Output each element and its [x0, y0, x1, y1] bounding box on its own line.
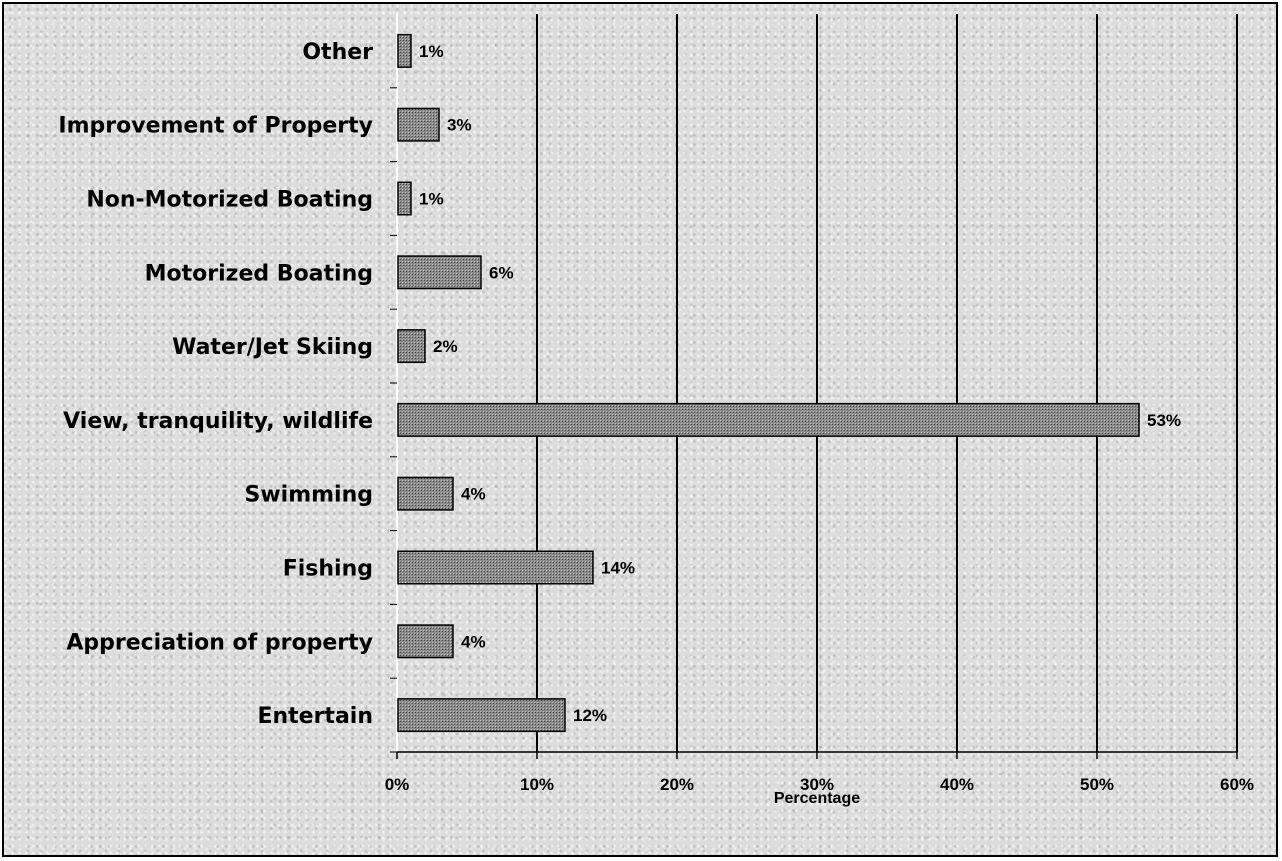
category-label-water-jet-skiing: Water/Jet Skiing [172, 335, 373, 360]
bar-fishing [397, 550, 594, 585]
data-label-entertain: 12% [573, 706, 607, 725]
x-tick-label-10: 10% [520, 775, 554, 794]
data-label-swimming: 4% [461, 485, 486, 504]
category-label-appreciation-of-property: Appreciation of property [66, 630, 373, 655]
x-tick-label-40: 40% [940, 775, 974, 794]
bar-non-motorized-boating [397, 181, 412, 216]
x-axis-title: Percentage [774, 790, 860, 807]
bar-water-jet-skiing [397, 329, 426, 364]
category-label-view-tranquility-wildlife: View, tranquility, wildlife [63, 409, 373, 434]
bar-swimming [397, 476, 454, 511]
bar-entertain [397, 698, 566, 733]
category-label-motorized-boating: Motorized Boating [145, 261, 373, 286]
gridlines [536, 14, 1238, 752]
bar-chart: 0% 10% 20% 30% 40% 50% 60% Entertain 12% Apprecia… [58, 14, 1254, 807]
category-label-improvement-of-property: Improvement of Property [58, 114, 373, 139]
x-tick-label-30: 30% [800, 775, 834, 794]
x-tick-label-0: 0% [385, 775, 410, 794]
data-label-non-motorized-boating: 1% [419, 190, 444, 209]
x-tick-label-60: 60% [1220, 775, 1254, 794]
bar-improvement-of-property [397, 107, 440, 142]
category-label-fishing: Fishing [283, 557, 373, 582]
data-label-water-jet-skiing: 2% [433, 337, 458, 356]
bars [397, 33, 1140, 733]
data-label-improvement-of-property: 3% [447, 116, 472, 135]
bar-motorized-boating [397, 255, 482, 290]
data-label-appreciation-of-property: 4% [461, 632, 486, 651]
bar-view-tranquility-wildlife [397, 402, 1140, 437]
x-tick-label-50: 50% [1080, 775, 1114, 794]
category-label-entertain: Entertain [257, 704, 373, 729]
x-tick-label-20: 20% [660, 775, 694, 794]
data-label-view-tranquility-wildlife: 53% [1147, 411, 1181, 430]
category-label-other: Other [302, 40, 373, 65]
data-label-motorized-boating: 6% [489, 263, 514, 282]
data-label-fishing: 14% [601, 559, 635, 578]
bar-other [397, 33, 412, 68]
category-label-swimming: Swimming [244, 483, 373, 508]
bar-appreciation-of-property [397, 624, 454, 659]
category-label-non-motorized-boating: Non-Motorized Boating [86, 188, 373, 213]
data-label-other: 1% [419, 42, 444, 61]
labels: 0% 10% 20% 30% 40% 50% 60% Entertain 12% Apprecia… [58, 40, 1254, 794]
axes [390, 14, 1238, 759]
